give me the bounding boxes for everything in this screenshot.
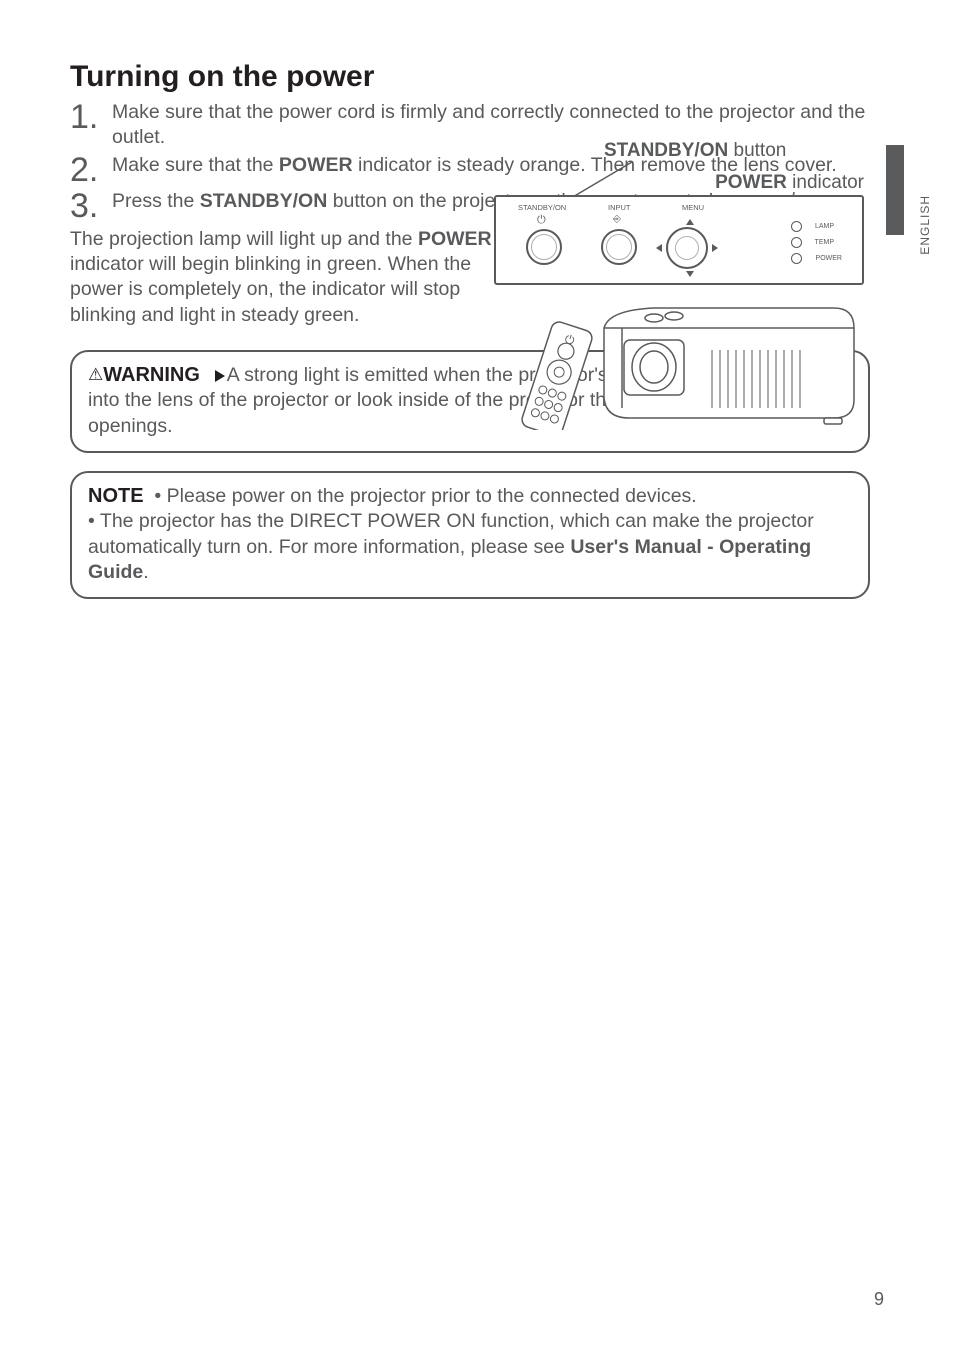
figure-power-caption-text: indicator <box>787 172 864 193</box>
led-lamp-icon <box>791 221 802 232</box>
step-number: 2. <box>70 153 112 187</box>
power-icon: ⏻ <box>537 214 546 227</box>
note-line-1: Please power on the projector prior to t… <box>167 485 697 507</box>
warning-triangle-icon: ⚠ <box>88 364 103 386</box>
figure-power-caption: POWER indicator <box>715 172 864 194</box>
led-label-lamp: LAMP <box>815 223 834 230</box>
menu-dpad-icon <box>666 227 708 269</box>
input-button-icon <box>601 229 637 265</box>
note-box: NOTE • Please power on the projector pri… <box>70 471 870 599</box>
figure-standby-caption: STANDBY/ON button <box>604 140 786 162</box>
figure-power-caption-bold: POWER <box>715 172 787 193</box>
figure-standby-caption-bold: STANDBY/ON <box>604 140 728 161</box>
language-label: ENGLISH <box>918 195 932 255</box>
led-label-temp: TEMP <box>815 239 834 246</box>
led-power-icon <box>791 253 802 264</box>
standby-button-icon <box>526 229 562 265</box>
led-temp-icon <box>791 237 802 248</box>
note-heading: NOTE <box>88 485 144 507</box>
language-tab <box>886 145 904 235</box>
input-icon: ⎆ <box>613 214 621 225</box>
step-number: 3. <box>70 189 112 223</box>
control-panel-diagram: STANDBY/ON INPUT MENU ⏻ ⎆ LAMP TEMP POWE… <box>494 195 864 285</box>
dpad-up-icon <box>686 219 694 225</box>
note-line-2-tail: . <box>143 561 148 583</box>
after-steps-text: The projection lamp will light up and th… <box>70 227 500 328</box>
projector-diagram: ⏻ <box>494 300 864 430</box>
dpad-right-icon <box>712 244 718 252</box>
panel-label-input: INPUT <box>608 203 631 212</box>
dpad-down-icon <box>686 271 694 277</box>
dpad-left-icon <box>656 244 662 252</box>
panel-label-menu: MENU <box>682 203 704 212</box>
led-label-power: POWER <box>816 255 842 262</box>
warning-heading: WARNING <box>103 364 200 386</box>
panel-label-standby: STANDBY/ON <box>518 203 566 212</box>
arrow-right-icon <box>215 370 225 382</box>
page-title: Turning on the power <box>70 60 870 94</box>
figure-standby-caption-text: button <box>728 140 786 161</box>
step-number: 1. <box>70 100 112 134</box>
page-number: 9 <box>874 1289 884 1310</box>
